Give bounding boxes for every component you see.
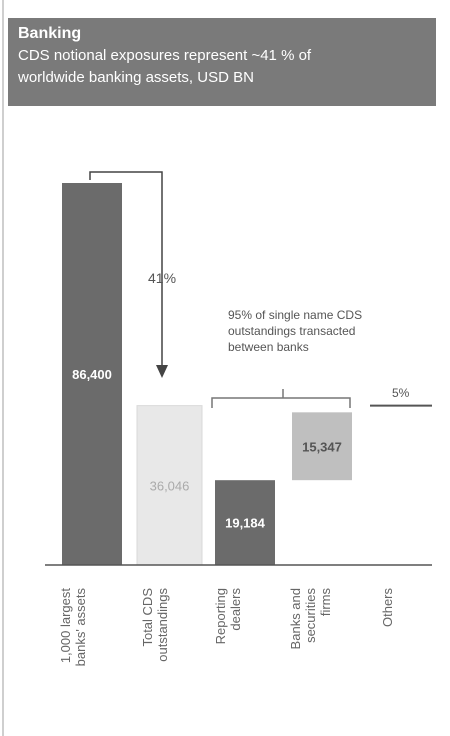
x-tick-label-4: Others xyxy=(380,588,395,628)
header-title: Banking xyxy=(18,25,82,42)
x-tick-label-2: Reporting dealers xyxy=(213,588,243,645)
data-label-2: 19,184 xyxy=(225,516,266,531)
bar-3 xyxy=(292,412,352,481)
x-tick-label-1: Total CDS outstandings xyxy=(140,588,170,662)
left-border xyxy=(2,0,4,736)
header-subtitle-line-2: worldwide banking assets, USD BN xyxy=(18,69,254,86)
x-tick-label-0: 1,000 largest banks' assets xyxy=(58,588,88,667)
data-label-3: 15,347 xyxy=(302,439,342,454)
bar-0 xyxy=(62,183,122,565)
brace-95-percent xyxy=(211,397,351,408)
x-tick-label-3: Banks and securities firms xyxy=(288,588,333,650)
bar-2 xyxy=(215,480,275,565)
annotation-95-line-2: outstandings transacted xyxy=(228,324,355,338)
data-label-1: 36,046 xyxy=(150,478,190,493)
bar-1 xyxy=(136,405,203,566)
annotation-41-percent: 41% xyxy=(148,270,176,286)
annotation-95-line-3: between banks xyxy=(228,340,309,354)
annotation-5-percent: 5% xyxy=(392,386,410,400)
bracket-41-line xyxy=(89,171,163,365)
header-subtitle-line-1: CDS notional exposures represent ~41 % o… xyxy=(18,47,312,64)
data-label-0: 86,400 xyxy=(72,367,112,382)
annotation-95-line-1: 95% of single name CDS xyxy=(228,308,362,322)
bracket-41-arrowhead xyxy=(156,365,168,378)
bars-layer: 86,400 36,046 19,184 15,347 xyxy=(62,183,432,566)
chart-header: Banking CDS notional exposures represent… xyxy=(8,18,436,106)
